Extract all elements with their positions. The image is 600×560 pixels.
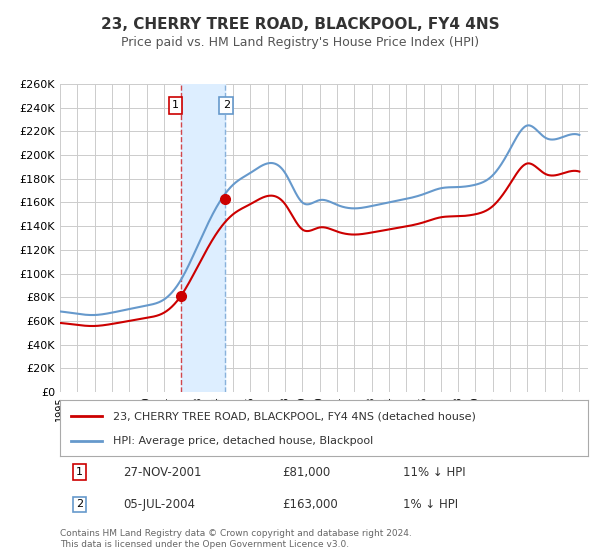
Text: 2: 2 bbox=[76, 500, 83, 509]
Text: Price paid vs. HM Land Registry's House Price Index (HPI): Price paid vs. HM Land Registry's House … bbox=[121, 36, 479, 49]
Text: 11% ↓ HPI: 11% ↓ HPI bbox=[403, 465, 466, 479]
Text: 27-NOV-2001: 27-NOV-2001 bbox=[124, 465, 202, 479]
Text: Contains HM Land Registry data © Crown copyright and database right 2024.
This d: Contains HM Land Registry data © Crown c… bbox=[60, 529, 412, 549]
Text: £163,000: £163,000 bbox=[282, 498, 338, 511]
Text: 1: 1 bbox=[76, 467, 83, 477]
Text: 1% ↓ HPI: 1% ↓ HPI bbox=[403, 498, 458, 511]
Bar bbox=[181, 84, 224, 392]
Text: 05-JUL-2004: 05-JUL-2004 bbox=[124, 498, 196, 511]
Text: 23, CHERRY TREE ROAD, BLACKPOOL, FY4 4NS (detached house): 23, CHERRY TREE ROAD, BLACKPOOL, FY4 4NS… bbox=[113, 411, 476, 421]
Text: 23, CHERRY TREE ROAD, BLACKPOOL, FY4 4NS: 23, CHERRY TREE ROAD, BLACKPOOL, FY4 4NS bbox=[101, 17, 499, 32]
Text: HPI: Average price, detached house, Blackpool: HPI: Average price, detached house, Blac… bbox=[113, 436, 373, 446]
Text: 2: 2 bbox=[223, 100, 230, 110]
Text: 1: 1 bbox=[172, 100, 179, 110]
Text: £81,000: £81,000 bbox=[282, 465, 330, 479]
